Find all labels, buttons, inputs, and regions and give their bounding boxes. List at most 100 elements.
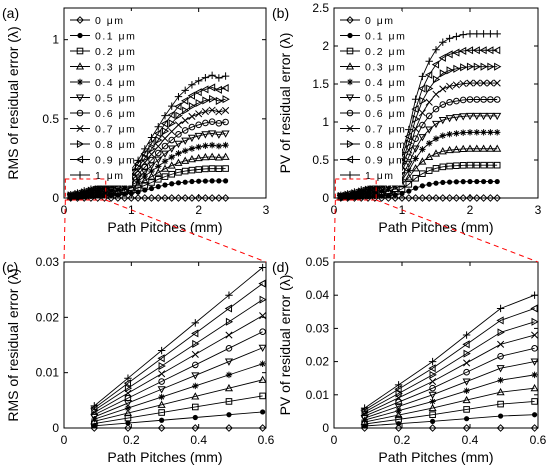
data-point: [140, 176, 149, 184]
data-point: [215, 142, 223, 150]
data-point: [493, 161, 501, 169]
data-point: [155, 184, 161, 190]
data-point: [174, 102, 182, 111]
series-line: [94, 283, 263, 409]
data-point: [154, 142, 162, 150]
data-point: [480, 79, 488, 87]
series-line: [364, 308, 535, 411]
data-point: [445, 145, 454, 154]
legend-marker: [345, 62, 355, 70]
data-point: [175, 131, 182, 138]
data-point: [175, 111, 183, 120]
data-point: [208, 118, 216, 125]
data-point: [486, 30, 495, 38]
data-point: [473, 129, 480, 136]
data-point: [411, 164, 420, 172]
chart-panel-2: (c) 0 0.2 0.4 0.6 0 0.01 0.02 0.03 Path Pitches (…: [2, 255, 275, 465]
data-point: [67, 190, 75, 199]
data-point: [158, 393, 165, 401]
legend-marker: [76, 109, 84, 117]
data-point: [148, 156, 155, 164]
data-point: [497, 400, 504, 408]
data-point: [226, 412, 232, 418]
data-point: [394, 410, 403, 419]
data-point: [147, 172, 156, 180]
data-point: [438, 147, 447, 155]
data-point: [134, 194, 142, 202]
data-point: [208, 165, 216, 172]
data-point: [466, 62, 475, 71]
data-point: [123, 408, 133, 417]
data-point: [135, 189, 141, 195]
y-tick-label: 0.01: [306, 388, 330, 402]
data-point: [168, 170, 176, 178]
legend-entry: 0.5 μm: [365, 93, 406, 105]
x-tick-label: 0.4: [462, 433, 479, 447]
data-point: [494, 62, 502, 71]
data-point: [429, 384, 436, 392]
series-line: [364, 294, 535, 409]
series-markers: [360, 304, 538, 415]
data-point: [225, 345, 233, 352]
data-point: [398, 185, 406, 193]
data-point: [201, 85, 209, 94]
series-line: [94, 331, 263, 416]
legend-marker: [346, 171, 354, 179]
data-point: [394, 381, 403, 389]
legend-entry: 0 μm: [95, 15, 125, 27]
data-point: [411, 194, 420, 202]
data-point: [154, 168, 163, 176]
data-point: [215, 74, 223, 82]
data-point: [432, 75, 441, 84]
y-tick-label: 0.05: [306, 255, 330, 269]
data-point: [208, 141, 216, 149]
data-point: [432, 105, 440, 113]
data-point: [155, 163, 162, 170]
legend: 0 μm 0.1 μm 0.2 μm 0.3 μm 0.4 μm 0.5 μm 0.6 μm…: [68, 11, 136, 186]
data-point: [148, 185, 155, 192]
data-point: [497, 328, 505, 337]
data-point: [426, 84, 434, 93]
data-point: [496, 424, 505, 432]
plot-frame: [63, 7, 267, 199]
data-point: [394, 424, 403, 432]
data-point: [453, 64, 461, 73]
legend-entry: 1 μm: [95, 170, 125, 182]
panel-label: (b): [272, 5, 289, 21]
data-point: [459, 144, 468, 153]
data-point: [419, 146, 426, 153]
data-point: [142, 187, 148, 193]
data-point: [432, 135, 440, 142]
data-point: [201, 73, 210, 82]
x-axis-label: Path Pitches (mm): [378, 449, 493, 465]
data-point: [424, 70, 433, 79]
legend-entry: 0.7 μm: [95, 124, 136, 136]
legend-entry: 0.1 μm: [95, 31, 136, 43]
data-point: [187, 91, 195, 100]
panel-label: (c): [2, 259, 18, 275]
data-point: [447, 179, 453, 185]
data-point: [395, 389, 403, 398]
data-point: [154, 156, 163, 164]
data-point: [259, 312, 267, 320]
series-line: [94, 379, 263, 422]
legend-entry: 0.5 μm: [95, 93, 136, 105]
data-point: [194, 194, 203, 202]
data-point: [134, 184, 142, 192]
data-point: [140, 194, 149, 202]
legend-entry: 0.2 μm: [365, 46, 406, 58]
data-point: [398, 194, 406, 202]
data-point: [169, 181, 175, 187]
data-point: [154, 129, 162, 138]
data-point: [497, 340, 505, 348]
data-point: [175, 169, 182, 176]
series-line: [340, 82, 498, 197]
y-axis-label: PV of residual error (λ): [277, 33, 293, 174]
x-tick-label: 0.6: [530, 433, 547, 447]
data-point: [225, 371, 233, 379]
data-point: [463, 387, 470, 395]
data-point: [222, 95, 230, 104]
data-point: [404, 132, 412, 141]
data-point: [181, 86, 189, 95]
